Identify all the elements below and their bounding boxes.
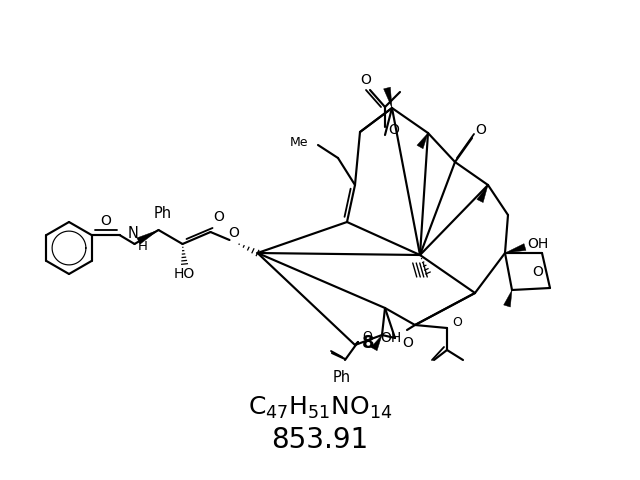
- Polygon shape: [477, 185, 488, 203]
- Text: O: O: [360, 73, 371, 87]
- Text: O: O: [532, 265, 543, 279]
- Text: $\mathrm{C_{47}H_{51}NO_{14}}$: $\mathrm{C_{47}H_{51}NO_{14}}$: [248, 395, 392, 421]
- Text: 8: 8: [362, 334, 374, 352]
- Polygon shape: [505, 244, 526, 253]
- Text: OH: OH: [380, 331, 401, 345]
- Text: O: O: [228, 226, 239, 240]
- Polygon shape: [371, 335, 382, 351]
- Text: OH: OH: [527, 237, 548, 251]
- Text: Ph: Ph: [333, 371, 351, 385]
- Text: O: O: [100, 214, 111, 228]
- Text: N: N: [128, 227, 139, 241]
- Text: O: O: [403, 336, 413, 350]
- Polygon shape: [137, 230, 159, 244]
- Text: O: O: [213, 210, 224, 224]
- Text: Me: Me: [289, 135, 308, 148]
- Polygon shape: [417, 133, 428, 149]
- Text: O: O: [476, 123, 486, 137]
- Text: 853.91: 853.91: [271, 426, 369, 454]
- Text: O: O: [388, 123, 399, 137]
- Polygon shape: [504, 290, 512, 307]
- Text: HO: HO: [174, 267, 195, 281]
- Polygon shape: [383, 87, 392, 108]
- Text: O: O: [452, 316, 462, 329]
- Text: H: H: [138, 240, 147, 252]
- Text: Ph: Ph: [154, 205, 172, 220]
- Text: O: O: [362, 329, 372, 343]
